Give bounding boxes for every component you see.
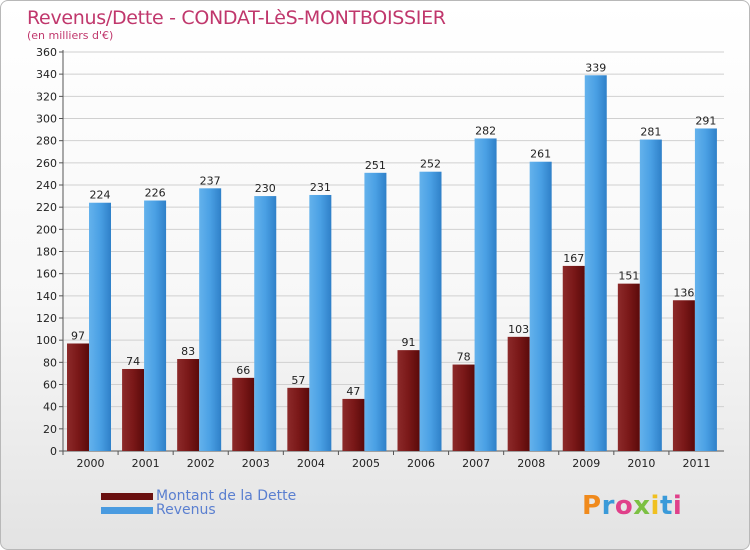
proxiti-logo: Proxiti (582, 491, 682, 521)
y-tick-label: 220 (36, 201, 57, 214)
bars (67, 75, 717, 452)
bar-debt (342, 398, 365, 451)
x-tick-label: 2007 (462, 457, 490, 470)
data-label-debt: 97 (71, 329, 85, 342)
data-label-revenus: 281 (640, 126, 661, 139)
y-tick-label: 300 (36, 113, 57, 126)
data-label-debt: 167 (563, 252, 584, 265)
y-tick-label: 240 (36, 179, 57, 192)
logo-letter: P (582, 491, 602, 521)
y-tick-label: 140 (36, 290, 57, 303)
data-label-debt: 83 (181, 345, 195, 358)
bar-revenus (199, 188, 222, 451)
bar-revenus (364, 172, 387, 451)
bar-revenus (474, 138, 497, 451)
data-label-revenus: 339 (585, 61, 606, 74)
x-tick-label: 2010 (627, 457, 655, 470)
x-tick-label: 2000 (77, 457, 105, 470)
data-label-debt: 78 (457, 351, 471, 364)
legend-swatch-debt (101, 493, 153, 500)
logo-letter: t (659, 491, 673, 521)
legend-swatch-revenus (101, 507, 153, 514)
x-tick-label: 2006 (407, 457, 435, 470)
y-tick-label: 180 (36, 246, 57, 259)
data-label-debt: 103 (508, 323, 529, 336)
y-tick-label: 360 (36, 46, 57, 59)
bar-debt (287, 387, 310, 451)
x-tick-label: 2005 (352, 457, 380, 470)
bar-revenus (144, 200, 167, 451)
bar-revenus (89, 202, 111, 451)
logo-letter: r (601, 491, 615, 521)
bar-debt (507, 336, 530, 451)
data-labels: 97 224 74 226 83 237 66 230 57 231 47 251 91 252 78 282… (71, 61, 716, 398)
data-label-debt: 136 (673, 286, 694, 299)
y-tick-label: 260 (36, 157, 57, 170)
data-label-revenus: 226 (145, 187, 166, 200)
legend-label-revenus: Revenus (156, 502, 216, 518)
x-tick-label: 2008 (517, 457, 545, 470)
y-tick-label: 120 (36, 312, 57, 325)
y-tick-label: 100 (36, 334, 57, 347)
bar-revenus (419, 171, 442, 451)
grid-lines (63, 51, 724, 430)
x-tick-label: 2003 (242, 457, 270, 470)
data-label-revenus: 224 (90, 189, 111, 202)
data-label-debt: 66 (236, 364, 250, 377)
bar-revenus (694, 128, 717, 451)
bar-revenus (309, 194, 332, 451)
data-label-debt: 91 (402, 336, 416, 349)
y-tick-label: 80 (43, 356, 57, 369)
data-label-debt: 57 (291, 374, 305, 387)
bar-revenus (584, 75, 607, 452)
logo-letter: i (650, 491, 660, 521)
y-tick-label: 40 (43, 401, 57, 414)
chart-title: Revenus/Dette - CONDAT-LèS-MONTBOISSIER (27, 7, 446, 29)
x-tick-label: 2002 (187, 457, 215, 470)
bar-revenus (639, 139, 662, 451)
bar-debt (67, 343, 89, 451)
y-tick-label: 20 (43, 423, 57, 436)
chart-subtitle: (en milliers d'€) (27, 29, 114, 42)
data-label-debt: 151 (618, 270, 639, 283)
data-label-revenus: 231 (310, 181, 331, 194)
logo-letter: i (672, 491, 683, 521)
bar-debt (672, 300, 695, 451)
data-label-revenus: 252 (420, 158, 441, 171)
x-tick-label: 2011 (682, 457, 710, 470)
data-label-revenus: 237 (200, 174, 221, 187)
data-label-revenus: 291 (695, 114, 716, 127)
x-tick-label: 2004 (297, 457, 325, 470)
bar-debt (122, 368, 145, 451)
data-label-revenus: 282 (475, 124, 496, 137)
data-label-debt: 74 (126, 355, 140, 368)
y-tick-label: 60 (43, 379, 57, 392)
y-tick-label: 280 (36, 135, 57, 148)
axes: 0 20 40 60 80 100 120 140 160 180 200 220 240 260 280 3… (36, 46, 724, 470)
bar-debt (562, 265, 585, 451)
bar-debt (177, 359, 200, 451)
logo-letter: x (633, 491, 651, 521)
bar-debt (452, 364, 475, 451)
logo-letter: o (614, 491, 634, 521)
bar-revenus (254, 196, 277, 451)
bar-debt (232, 377, 255, 451)
legend-label-debt: Montant de la Dette (156, 488, 297, 504)
y-tick-label: 320 (36, 90, 57, 103)
y-tick-label: 0 (50, 445, 57, 458)
y-tick-label: 340 (36, 68, 57, 81)
data-label-revenus: 261 (530, 148, 551, 161)
x-tick-label: 2009 (572, 457, 600, 470)
y-tick-label: 160 (36, 268, 57, 281)
x-tick-label: 2001 (132, 457, 160, 470)
y-tick-label: 200 (36, 223, 57, 236)
data-label-revenus: 251 (365, 159, 386, 172)
data-label-revenus: 230 (255, 182, 276, 195)
data-label-debt: 47 (346, 385, 360, 398)
bar-debt (397, 350, 420, 451)
bar-debt (617, 283, 640, 451)
bar-revenus (529, 161, 552, 451)
